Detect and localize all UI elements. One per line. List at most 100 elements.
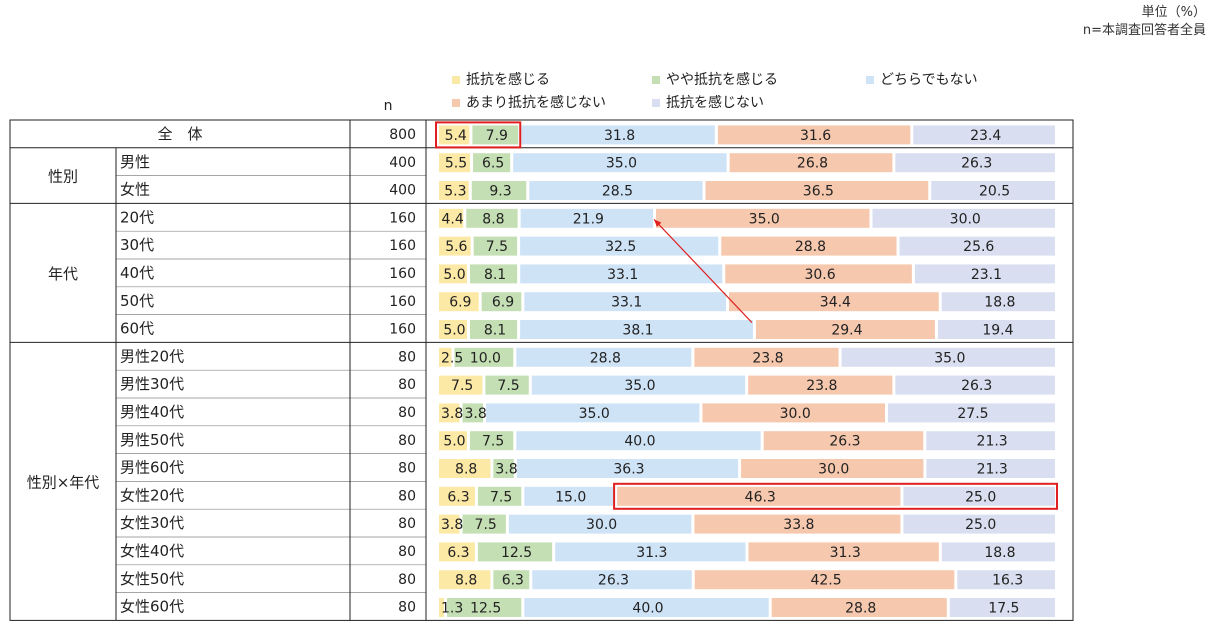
bar-value-label: 5.6 (445, 239, 467, 255)
bar-segment (937, 320, 1055, 339)
bar-segment (763, 431, 924, 451)
bar-value-label: 6.9 (449, 295, 471, 311)
bar-segment (913, 125, 1055, 145)
bar-value-label: 35.0 (749, 211, 780, 227)
row-label: 男性40代 (120, 403, 184, 421)
bar-value-label: 33.1 (611, 295, 642, 311)
bar-value-label: 23.8 (752, 350, 783, 366)
row-n-value: 80 (398, 600, 416, 616)
bar-value-label: 30.0 (950, 211, 981, 227)
legend-swatch (652, 76, 660, 84)
bar-value-label: 33.1 (607, 267, 638, 283)
row-label: 女性 (120, 181, 150, 199)
bar-segment (941, 542, 1055, 562)
bar-segment (473, 236, 518, 256)
bar-value-label: 26.3 (961, 156, 992, 172)
bar-segment (694, 514, 901, 534)
bar-segment (477, 486, 522, 506)
bar-value-label: 15.0 (555, 489, 586, 505)
bar-segment (481, 292, 522, 312)
bar-value-label: 5.3 (444, 184, 466, 200)
bar-value-label: 6.3 (502, 573, 524, 589)
bar-segment (617, 486, 901, 506)
bar-segment (532, 570, 692, 590)
arrow-line (653, 218, 753, 324)
row-n-value: 80 (398, 405, 416, 421)
highlight-box (435, 121, 522, 149)
bar-value-label: 36.3 (613, 462, 644, 478)
bar-value-label: 1.3 (441, 601, 463, 617)
bar-value-label: 18.8 (984, 295, 1015, 311)
bar-value-label: 28.5 (602, 184, 633, 200)
row-label: 男性60代 (120, 459, 184, 477)
bar-segment (471, 181, 527, 200)
bar-segment (729, 153, 893, 173)
bar-segment (439, 292, 479, 312)
bar-value-label: 33.8 (783, 517, 814, 533)
bar-segment (513, 153, 727, 173)
bar-value-label: 12.5 (470, 601, 501, 617)
bar-value-label: 6.3 (447, 489, 469, 505)
row-label: 女性40代 (120, 542, 184, 560)
group-label: 性別×年代 (27, 473, 100, 491)
table-border (9, 119, 1074, 621)
row-n-value: 160 (389, 294, 416, 310)
bar-value-label: 27.5 (957, 406, 988, 422)
bar-value-label: 21.3 (977, 462, 1008, 478)
bar-value-label: 5.0 (443, 267, 465, 283)
bar-segment (516, 431, 761, 451)
bar-segment (439, 181, 469, 200)
bar-segment (895, 375, 1055, 395)
bar-value-label: 25.0 (965, 489, 996, 505)
bar-segment (748, 375, 893, 395)
bar-value-label: 20.5 (979, 184, 1010, 200)
bar-segment (454, 347, 514, 367)
row-label: 全 体 (157, 125, 202, 143)
bar-segment (529, 181, 703, 200)
bar-segment (439, 403, 460, 423)
bar-value-label: 34.4 (820, 295, 851, 311)
bar-segment (748, 542, 939, 562)
row-label: 女性60代 (120, 598, 184, 616)
bar-value-label: 31.8 (604, 128, 635, 144)
bar-segment (520, 320, 753, 339)
bar-value-label: 8.8 (455, 462, 477, 478)
bar-value-label: 18.8 (984, 545, 1015, 561)
bar-value-label: 3.8 (441, 406, 463, 422)
bar-segment (914, 264, 1055, 284)
row-label: 男性50代 (120, 431, 184, 449)
bar-value-label: 7.9 (486, 128, 508, 144)
bar-value-label: 30.0 (586, 517, 617, 533)
row-n-value: 80 (398, 433, 416, 449)
bar-segment (493, 570, 530, 590)
bar-segment (469, 264, 518, 284)
bar-value-label: 40.0 (624, 434, 655, 450)
bar-segment (439, 264, 467, 284)
bar-value-label: 16.3 (992, 573, 1023, 589)
row-label: 男性 (120, 153, 150, 171)
bar-segment (485, 403, 700, 423)
bar-value-label: 3.8 (441, 517, 463, 533)
bar-segment (524, 292, 727, 312)
bar-segment (469, 431, 514, 451)
bar-value-label: 8.8 (455, 573, 477, 589)
row-n-value: 80 (398, 349, 416, 365)
legend-label: 抵抗を感じる (466, 71, 550, 88)
row-label: 20代 (120, 208, 154, 226)
bar-segment (520, 264, 723, 284)
bar-value-label: 8.8 (482, 211, 504, 227)
bar-segment (941, 292, 1055, 312)
bar-segment (439, 431, 467, 451)
sample-base-label: n=本調査回答者全員 (1082, 23, 1206, 38)
bar-value-label: 29.4 (831, 323, 862, 339)
bar-value-label: 12.5 (501, 545, 532, 561)
row-label: 女性30代 (120, 514, 184, 532)
bar-segment (477, 542, 553, 562)
bar-segment (520, 236, 719, 256)
bar-value-label: 5.0 (443, 434, 465, 450)
row-n-value: 80 (398, 544, 416, 560)
bar-segment (702, 403, 885, 423)
bar-segment (903, 514, 1055, 534)
bar-segment (472, 125, 519, 145)
bar-value-label: 46.3 (745, 489, 776, 505)
